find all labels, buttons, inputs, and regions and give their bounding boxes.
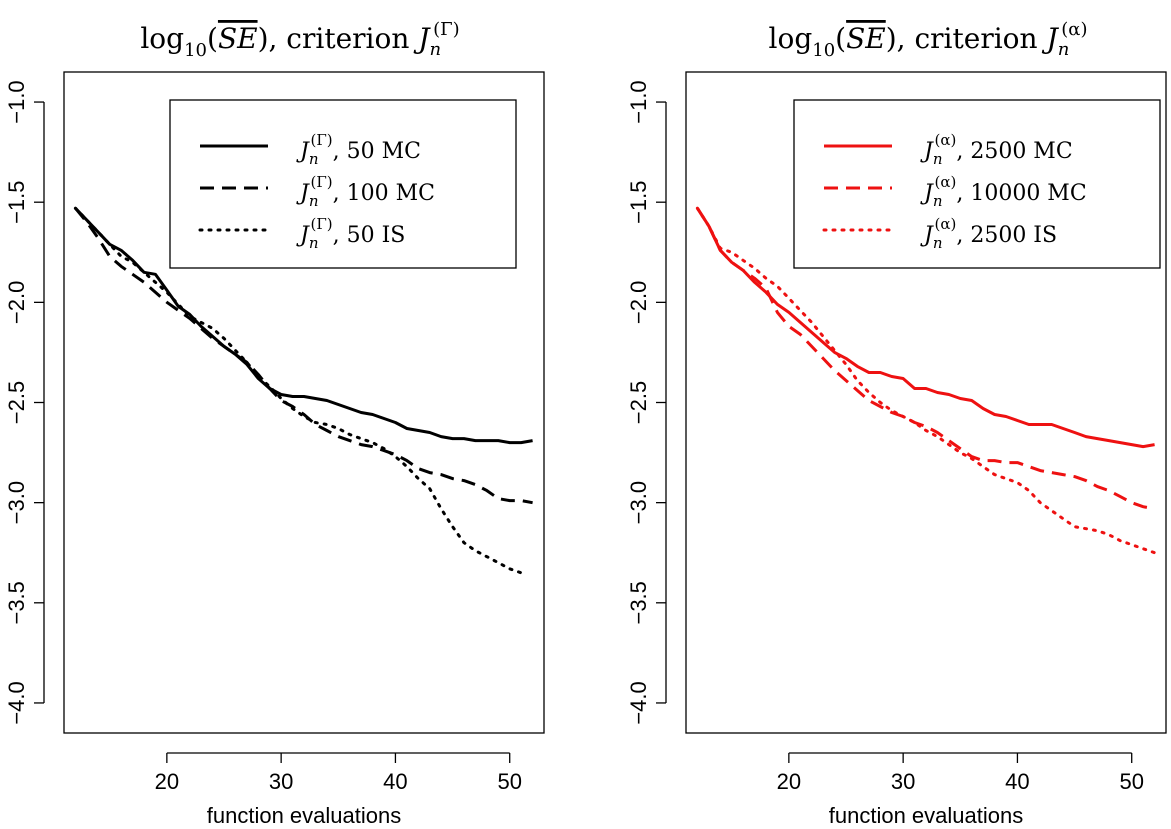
legend: Jn(α), 2500 MC Jn(α), 10000 MC Jn(α), 2500… [793,99,1161,269]
y-tick-label: −1.0 [4,80,29,123]
series-line-solid [74,207,533,445]
legend-box [793,99,1161,269]
chart-panel-2: log10(SE), criterion Jn(α) −1.0 −1.5 −2.0 −2… [626,19,1167,828]
y-tick-label: −1.0 [626,80,651,123]
series-line-dotted [695,206,1157,555]
series-line-solid [696,207,1155,449]
legend-box [169,99,517,269]
y-tick-label: −2.5 [626,381,651,424]
chart-panel-1: log10(SE), criterion Jn(Γ) −1.0 −1.5 −2.0 −2… [4,19,545,828]
legend-label: Jn(Γ), 50 IS [296,215,405,252]
x-tick-label: 20 [777,769,801,794]
plot-frame [685,71,1167,734]
plot-frame [63,71,545,734]
y-tick-label: −4.0 [4,681,29,724]
x-axis-label: function evaluations [829,803,1023,828]
x-tick-label: 30 [269,769,293,794]
x-tick-label: 50 [1119,769,1143,794]
x-axis-label: function evaluations [207,803,401,828]
y-tick-label: −2.0 [626,281,651,324]
series-line-dashed [74,207,533,505]
x-tick-label: 50 [497,769,521,794]
x-tick-label: 30 [891,769,915,794]
legend-label: Jn(Γ), 100 MC [296,173,435,210]
y-tick-label: −1.5 [626,180,651,223]
legend-label: Jn(α), 2500 MC [920,131,1073,168]
series-line-dashed [696,207,1155,511]
y-tick-label: −1.5 [4,180,29,223]
y-tick-label: −3.0 [4,481,29,524]
y-tick-label: −2.0 [4,281,29,324]
series-line-dotted [73,206,523,575]
chart-title: log10(SE), criterion Jn(α) [769,19,1088,61]
y-tick-label: −3.5 [626,581,651,624]
x-tick-label: 40 [383,769,407,794]
chart-title: log10(SE), criterion Jn(Γ) [140,19,459,61]
legend-label: Jn(α), 10000 MC [920,173,1087,210]
legend: Jn(Γ), 50 MC Jn(Γ), 100 MC Jn(Γ), 50 IS [169,99,517,269]
x-tick-label: 20 [155,769,179,794]
y-tick-label: −4.0 [626,681,651,724]
y-tick-label: −2.5 [4,381,29,424]
x-tick-label: 40 [1005,769,1029,794]
legend-label: Jn(α), 2500 IS [920,215,1057,252]
legend-label: Jn(Γ), 50 MC [296,131,421,168]
y-tick-label: −3.0 [626,481,651,524]
y-tick-label: −3.5 [4,581,29,624]
